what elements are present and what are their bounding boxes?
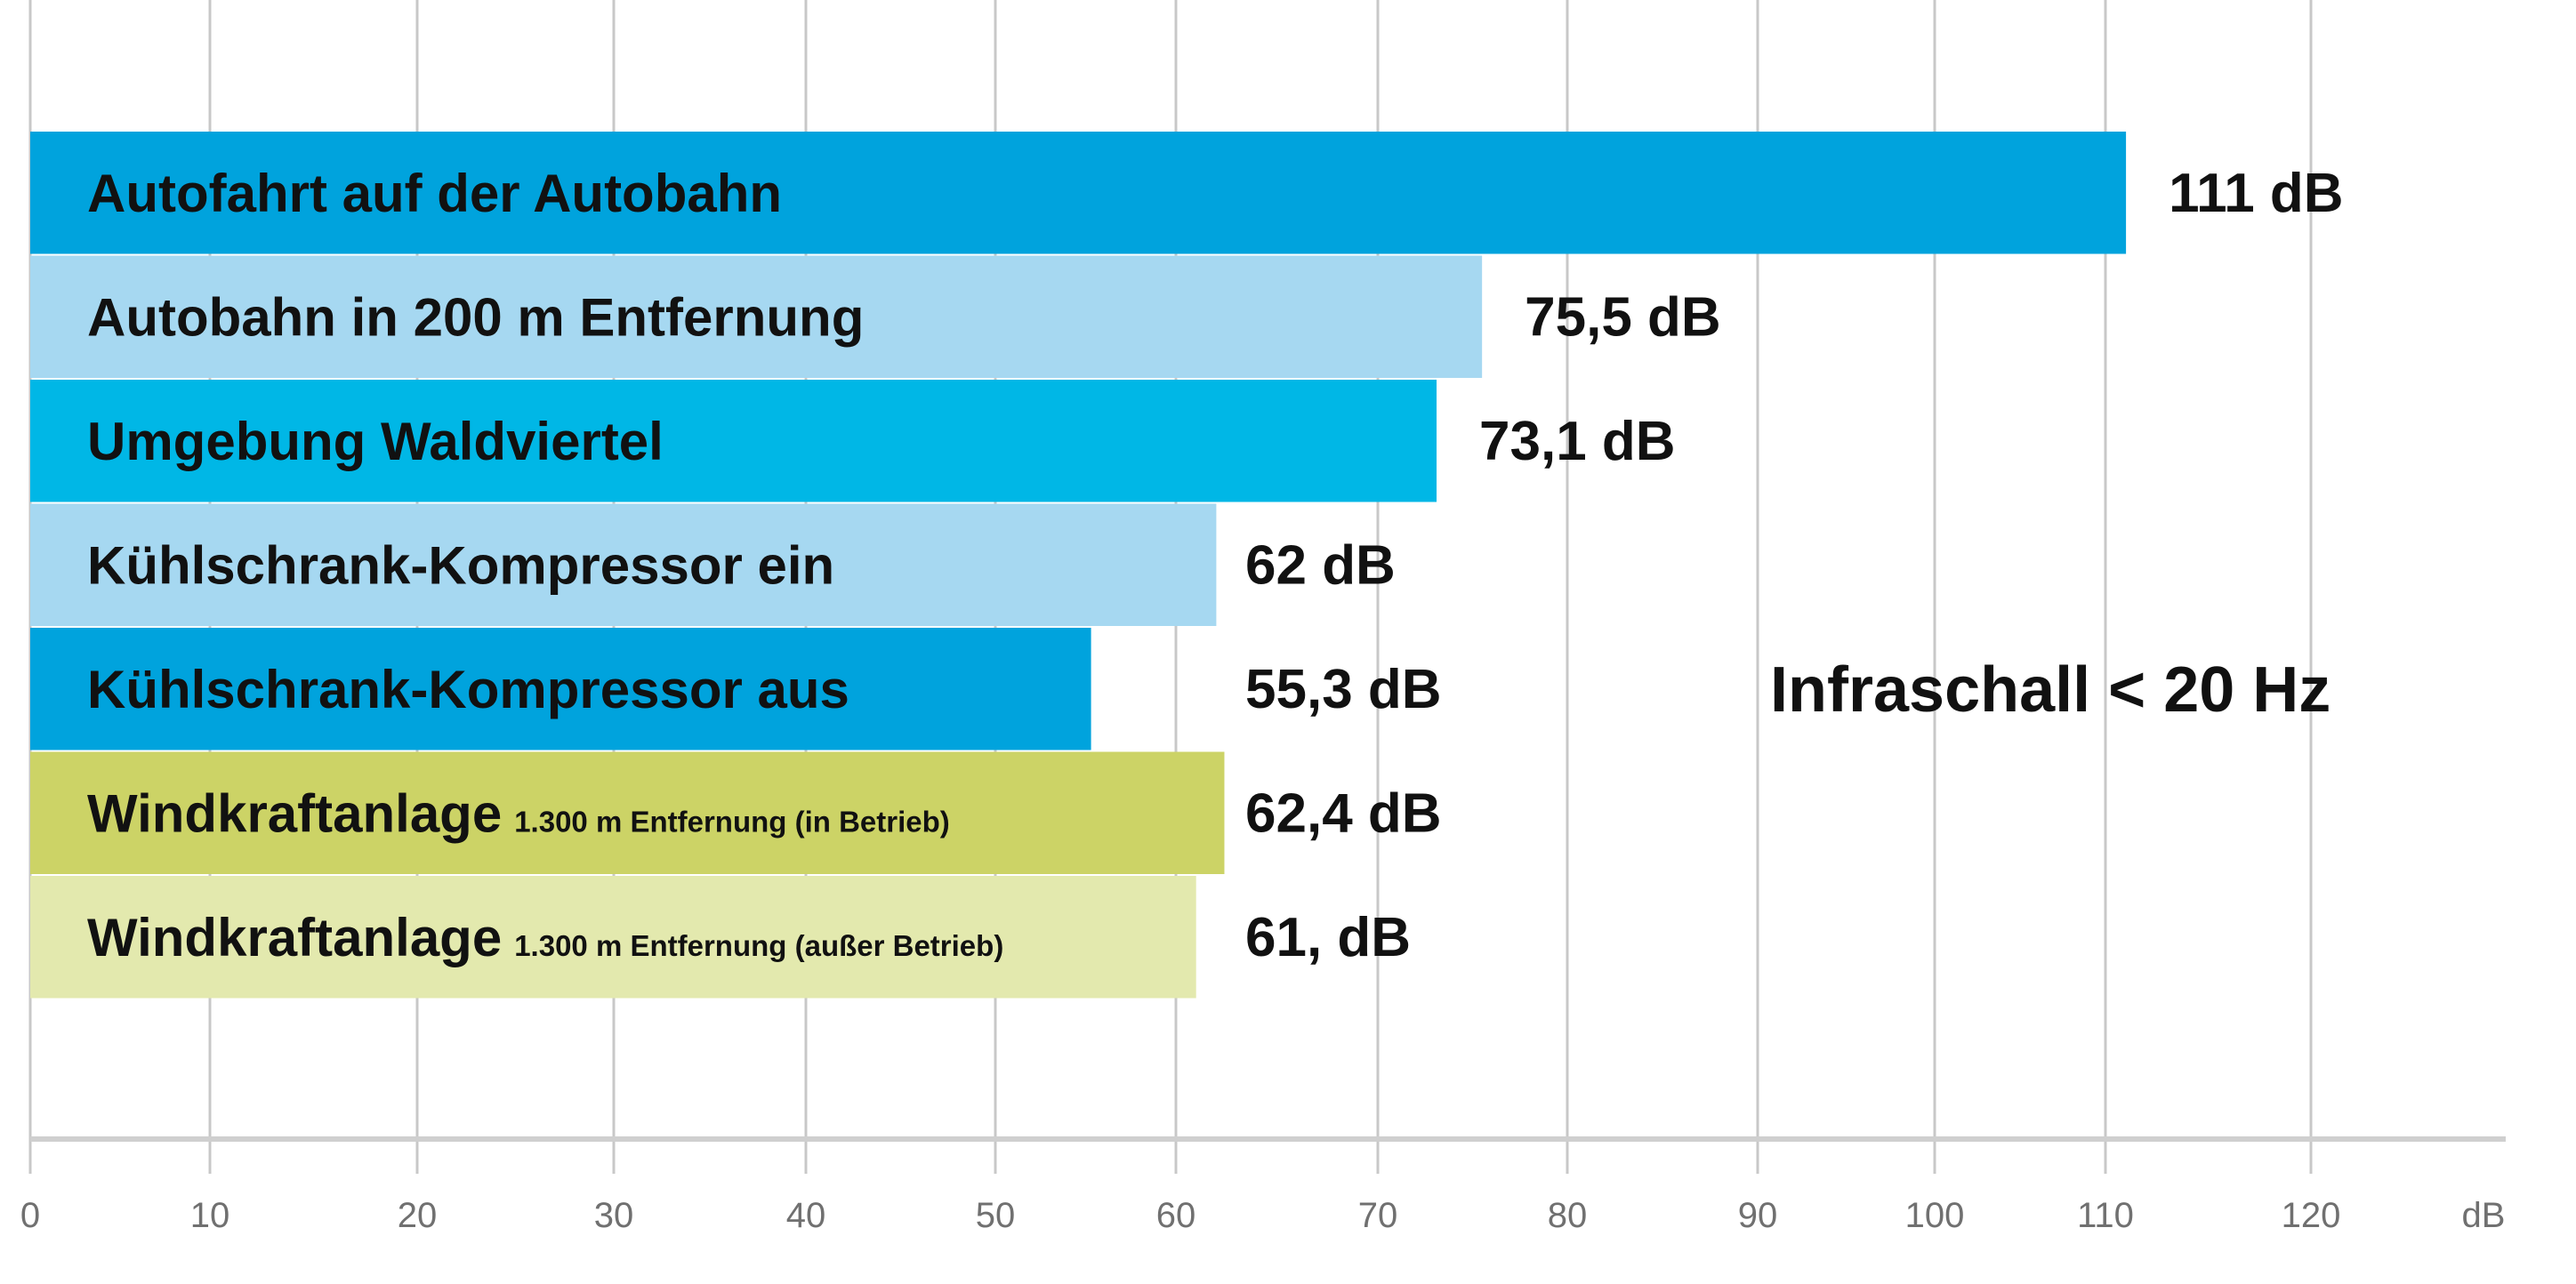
x-tick-label: 100 — [1905, 1196, 1965, 1235]
x-tick-label: 90 — [1738, 1196, 1778, 1235]
x-axis-unit-label: dB — [2462, 1196, 2506, 1235]
bars: Autofahrt auf der Autobahn 111 dB Autobahn… — [30, 132, 2344, 999]
x-tick-label: 20 — [398, 1196, 438, 1235]
bar — [30, 132, 2127, 254]
x-tick-label: 40 — [786, 1196, 826, 1235]
x-tick-label: 120 — [2282, 1196, 2341, 1235]
bar-value-label: 61, dB — [1245, 907, 1411, 968]
bar-category-label: Autofahrt auf der Autobahn — [87, 164, 782, 223]
bar-value-label: 111 dB — [2169, 163, 2343, 224]
x-tick-label: 70 — [1358, 1196, 1398, 1235]
bar-category-label: Umgebung Waldviertel — [87, 412, 664, 471]
bar — [30, 876, 1196, 999]
x-tick-label: 80 — [1548, 1196, 1588, 1235]
infrasound-annotation: Infraschall < 20 Hz — [1770, 654, 2330, 726]
bar-value-label: 62,4 dB — [1245, 782, 1442, 844]
bar-value-label: 62 dB — [1245, 534, 1396, 596]
x-tick-label: 60 — [1156, 1196, 1196, 1235]
bar-value-label: 73,1 dB — [1479, 411, 1676, 472]
bar — [30, 628, 1091, 750]
x-tick-label: 50 — [976, 1196, 1016, 1235]
bar — [30, 751, 1225, 874]
bar-category-label: Autobahn in 200 m Entfernung — [87, 287, 864, 347]
bar-category-label: Kühlschrank-Kompressor ein — [87, 535, 834, 595]
x-axis: 0 10 20 30 40 50 60 70 80 90 100 110 120 dB — [20, 1136, 2506, 1235]
bar — [30, 503, 1217, 626]
bar-category-sublabel: 1.300 m Entfernung (in Betrieb) — [514, 805, 950, 838]
bar — [30, 380, 1437, 502]
bar-category-label: Kühlschrank-Kompressor aus — [87, 660, 849, 719]
x-tick-label: 0 — [20, 1196, 40, 1235]
x-tick-label: 30 — [594, 1196, 634, 1235]
x-tick-label: 110 — [2077, 1196, 2134, 1235]
bar — [30, 255, 1483, 378]
x-tick-label: 10 — [190, 1196, 230, 1235]
bar-value-label: 55,3 dB — [1245, 659, 1442, 720]
bar-category-sublabel: 1.300 m Entfernung (außer Betrieb) — [514, 929, 1003, 962]
bar-value-label: 75,5 dB — [1525, 286, 1721, 348]
